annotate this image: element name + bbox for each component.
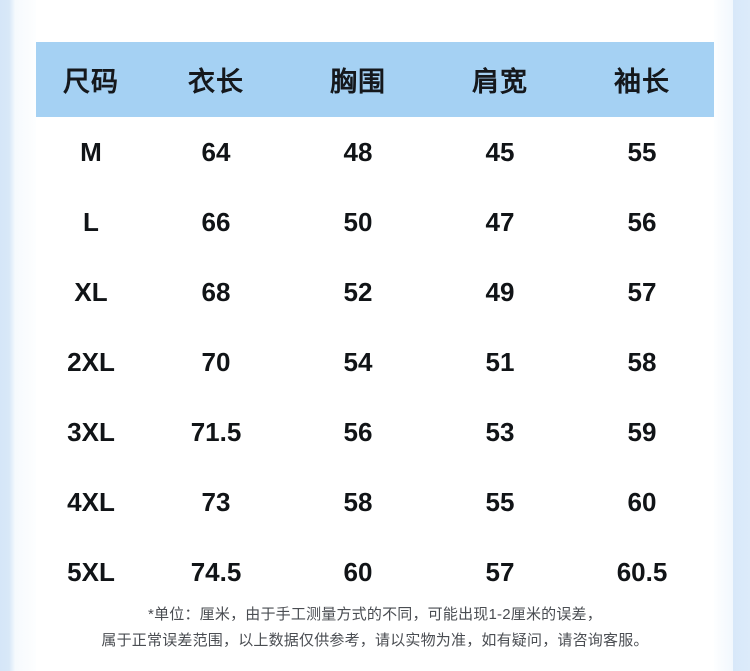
table-header-row: 尺码 衣长 胸围 肩宽 袖长 xyxy=(36,42,714,117)
cell-length: 73 xyxy=(146,467,286,537)
cell-sleeve: 59 xyxy=(570,397,714,467)
cell-chest: 54 xyxy=(286,327,430,397)
disclaimer-line-2: 属于正常误差范围，以上数据仅供参考，请以实物为准，如有疑问，请咨询客服。 xyxy=(101,632,649,649)
cell-size: 5XL xyxy=(36,537,146,607)
cell-shoulder: 51 xyxy=(430,327,570,397)
table-row: 2XL 70 54 51 58 xyxy=(36,327,714,397)
page-edge-strip-left xyxy=(0,0,15,671)
cell-length: 66 xyxy=(146,187,286,257)
cell-length: 64 xyxy=(146,117,286,187)
cell-chest: 56 xyxy=(286,397,430,467)
disclaimer-line-1: *单位：厘米，由于手工测量方式的不同，可能出现1-2厘米的误差， xyxy=(148,606,602,623)
cell-sleeve: 55 xyxy=(570,117,714,187)
cell-chest: 60 xyxy=(286,537,430,607)
column-header-size: 尺码 xyxy=(63,67,119,97)
table-row: 4XL 73 58 55 60 xyxy=(36,467,714,537)
column-header-chest: 胸围 xyxy=(330,67,386,97)
cell-size: 3XL xyxy=(36,397,146,467)
cell-size: M xyxy=(36,117,146,187)
column-header-length: 衣长 xyxy=(188,67,244,97)
cell-shoulder: 47 xyxy=(430,187,570,257)
cell-chest: 52 xyxy=(286,257,430,327)
cell-sleeve: 60 xyxy=(570,467,714,537)
cell-chest: 48 xyxy=(286,117,430,187)
table-row: 5XL 74.5 60 57 60.5 xyxy=(36,537,714,607)
table-row: XL 68 52 49 57 xyxy=(36,257,714,327)
cell-shoulder: 49 xyxy=(430,257,570,327)
cell-length: 74.5 xyxy=(146,537,286,607)
table-row: M 64 48 45 55 xyxy=(36,117,714,187)
table-row: L 66 50 47 56 xyxy=(36,187,714,257)
cell-shoulder: 53 xyxy=(430,397,570,467)
cell-length: 70 xyxy=(146,327,286,397)
measurement-disclaimer: *单位：厘米，由于手工测量方式的不同，可能出现1-2厘米的误差， 属于正常误差范… xyxy=(36,602,714,654)
cell-size: 2XL xyxy=(36,327,146,397)
table-row: 3XL 71.5 56 53 59 xyxy=(36,397,714,467)
cell-size: XL xyxy=(36,257,146,327)
cell-shoulder: 57 xyxy=(430,537,570,607)
cell-length: 71.5 xyxy=(146,397,286,467)
size-chart-table: 尺码 衣长 胸围 肩宽 袖长 M 64 48 45 55 L 66 50 47 … xyxy=(36,42,714,607)
page-edge-fade-left xyxy=(15,0,36,671)
cell-size: 4XL xyxy=(36,467,146,537)
column-header-sleeve: 袖长 xyxy=(614,67,670,97)
cell-size: L xyxy=(36,187,146,257)
table-body: M 64 48 45 55 L 66 50 47 56 XL 68 52 49 … xyxy=(36,117,714,607)
cell-shoulder: 45 xyxy=(430,117,570,187)
cell-sleeve: 60.5 xyxy=(570,537,714,607)
cell-chest: 50 xyxy=(286,187,430,257)
page-edge-fade-right xyxy=(714,0,733,671)
cell-sleeve: 56 xyxy=(570,187,714,257)
cell-shoulder: 55 xyxy=(430,467,570,537)
cell-length: 68 xyxy=(146,257,286,327)
table-header: 尺码 衣长 胸围 肩宽 袖长 xyxy=(36,42,714,117)
cell-sleeve: 58 xyxy=(570,327,714,397)
page-edge-strip-right xyxy=(733,0,750,671)
column-header-shoulder: 肩宽 xyxy=(472,67,528,97)
cell-chest: 58 xyxy=(286,467,430,537)
cell-sleeve: 57 xyxy=(570,257,714,327)
